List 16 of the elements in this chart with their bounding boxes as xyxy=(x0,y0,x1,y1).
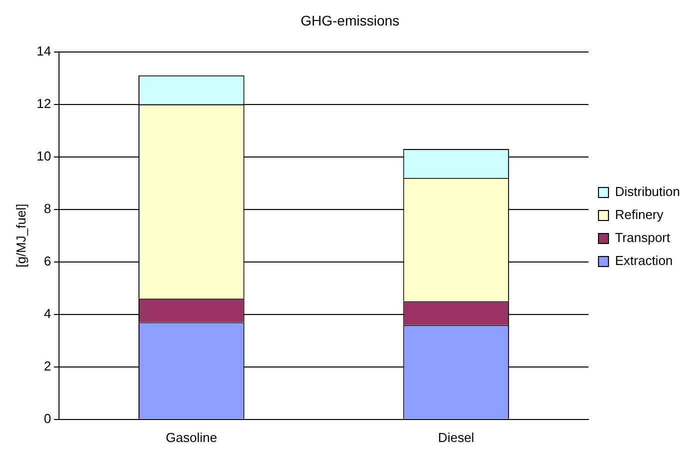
y-axis-title: [g/MJ_fuel] xyxy=(13,204,28,268)
y-tick-label: 14 xyxy=(36,43,52,58)
y-tick-label: 12 xyxy=(36,96,52,111)
y-tick-label: 10 xyxy=(36,148,52,164)
y-tick-label: 8 xyxy=(44,200,52,216)
y-tick-label: 2 xyxy=(44,358,52,374)
legend-label: Refinery xyxy=(614,207,664,222)
x-tick-label: Diesel xyxy=(438,430,474,445)
x-tick-label: Gasoline xyxy=(166,430,218,445)
y-tick-label: 0 xyxy=(44,410,52,426)
legend-label: Extraction xyxy=(614,253,673,268)
y-tick-label: 4 xyxy=(44,306,52,321)
chart-title: GHG-emissions xyxy=(300,12,400,28)
legend-label: Transport xyxy=(614,230,671,246)
y-tick-label: 6 xyxy=(44,253,52,268)
legend-label: Distribution xyxy=(614,184,680,200)
